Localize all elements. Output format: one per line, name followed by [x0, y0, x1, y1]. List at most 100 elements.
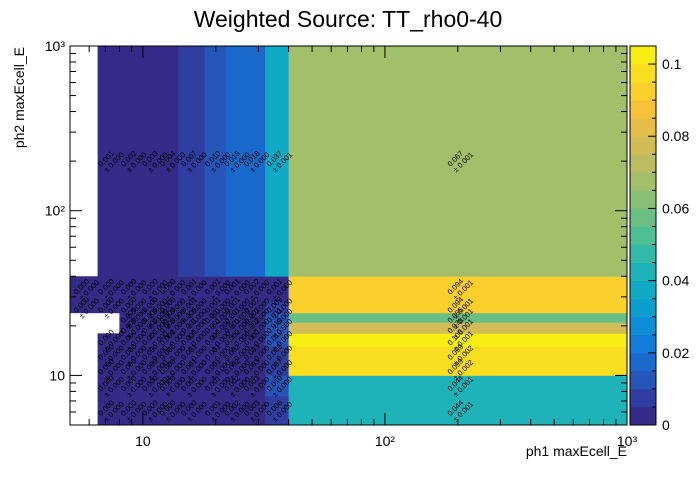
- y-tick-label: 10²: [45, 203, 66, 219]
- heatmap-cell: [265, 312, 290, 323]
- heatmap-cell: [119, 333, 144, 347]
- colorbar-band: [630, 352, 656, 372]
- heatmap-cell: [119, 375, 144, 397]
- heatmap-cell: [243, 395, 266, 426]
- heatmap-cell: [162, 276, 179, 303]
- colorbar-band: [630, 172, 656, 191]
- y-tick-label: 10: [49, 367, 65, 383]
- colorbar-band: [630, 208, 656, 227]
- heatmap-cell: [162, 301, 179, 314]
- heatmap-cell: [243, 322, 266, 334]
- heatmap-cell: [243, 46, 266, 277]
- colorbar-frame: [629, 45, 657, 426]
- heatmap-cell: [265, 395, 290, 426]
- heatmap-cell: [97, 375, 120, 397]
- colorbar-tick-label: 0.06: [662, 200, 689, 216]
- heatmap-cell: [204, 333, 227, 347]
- heatmap-cell: [178, 301, 206, 314]
- heatmap-cells: [70, 46, 628, 426]
- heatmap-cell: [288, 346, 628, 363]
- heatmap-cell: [178, 346, 206, 363]
- heatmap-cell: [204, 312, 227, 323]
- colorbar-tick-label: 0.02: [662, 345, 689, 361]
- heatmap-cell: [178, 46, 206, 277]
- heatmap-cell: [162, 362, 179, 376]
- heatmap-cell: [288, 333, 628, 347]
- heatmap-cell: [119, 362, 144, 376]
- heatmap-cell: [97, 46, 120, 277]
- heatmap-cell: [119, 346, 144, 363]
- cell-label-group: 0.007± 0.000: [265, 357, 295, 382]
- colorbar-band: [630, 334, 656, 354]
- colorbar-band: [630, 406, 656, 426]
- heatmap-cell: [178, 375, 206, 397]
- heatmap-cell: [265, 301, 290, 314]
- colorbar-band: [630, 136, 656, 155]
- colorbar-band: [630, 190, 656, 209]
- colorbar-band: [630, 154, 656, 173]
- heatmap-cell: [225, 46, 244, 277]
- heatmap-cell: [204, 322, 227, 334]
- heatmap-cell: [97, 395, 120, 426]
- colorbar-band: [630, 316, 656, 336]
- x-tick-label: 10: [135, 433, 151, 449]
- heatmap-cell: [288, 322, 628, 334]
- heatmap-cell: [204, 362, 227, 376]
- heatmap-cell: [119, 312, 144, 323]
- heatmap-cell: [162, 322, 179, 334]
- heatmap-cell: [97, 276, 120, 303]
- heatmap-cell: [204, 301, 227, 314]
- heatmap-cell: [142, 276, 163, 303]
- colorbar-tick-label: 0.04: [662, 273, 689, 289]
- colorbar-tick-label: 0.1: [662, 56, 682, 72]
- heatmap-cell: [119, 276, 144, 303]
- heatmap-cell: [162, 395, 179, 426]
- heatmap-cell: [142, 362, 163, 376]
- axes: 10 10² 10³ 10 10² 10³: [45, 38, 638, 449]
- colorbar-band: [630, 226, 656, 245]
- heatmap-cell: [265, 362, 290, 376]
- colorbar-band: [630, 298, 656, 318]
- heatmap-cell: [225, 312, 244, 323]
- heatmap-cell: [204, 346, 227, 363]
- heatmap-cell: [97, 301, 120, 314]
- colorbar-band: [630, 388, 656, 408]
- heatmap-cell: [142, 375, 163, 397]
- heatmap-cell: [243, 276, 266, 303]
- x-axis-label: ph1 maxEcell_E: [526, 443, 627, 459]
- heatmap-cell: [178, 333, 206, 347]
- heatmap-cell: [162, 312, 179, 323]
- heatmap-cell: [162, 333, 179, 347]
- heatmap-cell: [204, 375, 227, 397]
- heatmap-cell: [162, 346, 179, 363]
- colorbar-band: [630, 46, 656, 65]
- heatmap-cell: [178, 362, 206, 376]
- heatmap-cell: [178, 322, 206, 334]
- heatmap-cell: [288, 301, 628, 314]
- heatmap-cell: [265, 333, 290, 347]
- heatmap-cell: [288, 375, 628, 397]
- colorbar-band: [630, 118, 656, 137]
- heatmap-cell: [225, 301, 244, 314]
- heatmap-cell: [178, 395, 206, 426]
- heatmap-cell: [225, 346, 244, 363]
- colorbar: 0 0.02 0.04 0.06 0.08 0.1: [629, 45, 689, 433]
- heatmap-cell: [243, 346, 266, 363]
- y-tick-label: 10³: [45, 38, 66, 54]
- heatmap-cell: [162, 46, 179, 277]
- heatmap-cell: [288, 312, 628, 323]
- colorbar-band: [630, 244, 656, 263]
- heatmap-cell: [225, 362, 244, 376]
- colorbar-tick-label: 0: [662, 417, 670, 433]
- heatmap-cell: [142, 46, 163, 277]
- heatmap-cell: [204, 276, 227, 303]
- heatmap-cell: [243, 301, 266, 314]
- colorbar-band: [630, 370, 656, 390]
- colorbar-band: [630, 100, 656, 119]
- heatmap-cell: [225, 276, 244, 303]
- heatmap-cell: [225, 333, 244, 347]
- heatmap-cell: [142, 322, 163, 334]
- x-tick-label: 10²: [375, 433, 396, 449]
- heatmap-cell: [243, 333, 266, 347]
